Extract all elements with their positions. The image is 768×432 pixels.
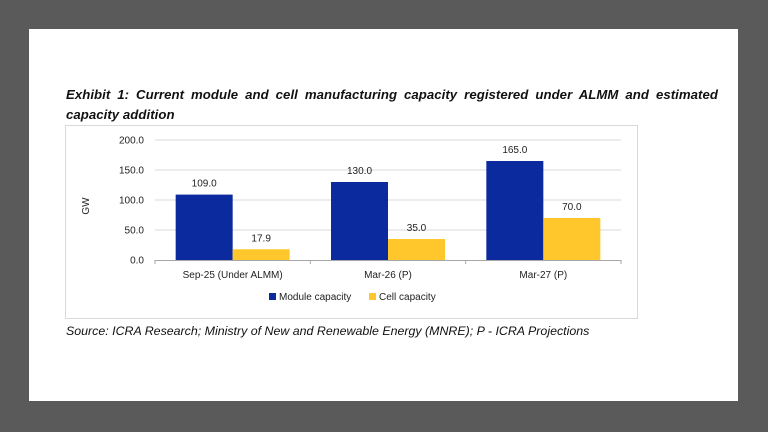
bar-cell-capacity <box>232 249 290 260</box>
source-note: Source: ICRA Research; Ministry of New a… <box>66 324 590 338</box>
exhibit-title: Exhibit 1: Current module and cell manuf… <box>66 87 718 122</box>
bar-module-capacity <box>331 182 388 260</box>
data-label: 35.0 <box>407 223 427 234</box>
x-tick-label: Mar-27 (P) <box>519 270 567 281</box>
y-axis-title: GW <box>81 197 92 215</box>
y-tick-label: 150.0 <box>119 166 144 177</box>
x-tick-label: Mar-26 (P) <box>364 270 412 281</box>
bar-cell-capacity <box>543 218 601 260</box>
y-axis-ticks: 0.0 50.0 100.0 150.0 200.0 <box>119 136 144 267</box>
y-tick-label: 100.0 <box>119 196 144 207</box>
bar-module-capacity <box>486 161 544 260</box>
x-axis: Sep-25 (Under ALMM) Mar-26 (P) Mar-27 (P) <box>154 260 622 281</box>
bar-cell-capacity <box>388 239 445 260</box>
data-label: 70.0 <box>562 202 582 213</box>
y-tick-label: 200.0 <box>119 136 144 147</box>
bar-module-capacity <box>175 194 233 260</box>
legend-label: Cell capacity <box>379 292 436 303</box>
legend: Module capacity Cell capacity <box>269 292 436 303</box>
data-label: 109.0 <box>192 179 217 190</box>
data-label: 130.0 <box>347 166 372 177</box>
x-tick-label: Sep-25 (Under ALMM) <box>183 270 283 281</box>
legend-swatch-module <box>269 293 276 300</box>
bar-chart: 0.0 50.0 100.0 150.0 200.0 GW 109.0 17.9 130.0… <box>81 136 622 303</box>
data-label: 17.9 <box>251 233 271 244</box>
y-tick-label: 50.0 <box>125 226 145 237</box>
chart-container: 0.0 50.0 100.0 150.0 200.0 GW 109.0 17.9 130.0… <box>65 125 638 319</box>
legend-label: Module capacity <box>279 292 351 303</box>
legend-swatch-cell <box>369 293 376 300</box>
data-label: 165.0 <box>502 145 527 156</box>
y-tick-label: 0.0 <box>130 256 144 267</box>
bars: 109.0 17.9 130.0 35.0 165.0 70.0 <box>175 145 601 260</box>
